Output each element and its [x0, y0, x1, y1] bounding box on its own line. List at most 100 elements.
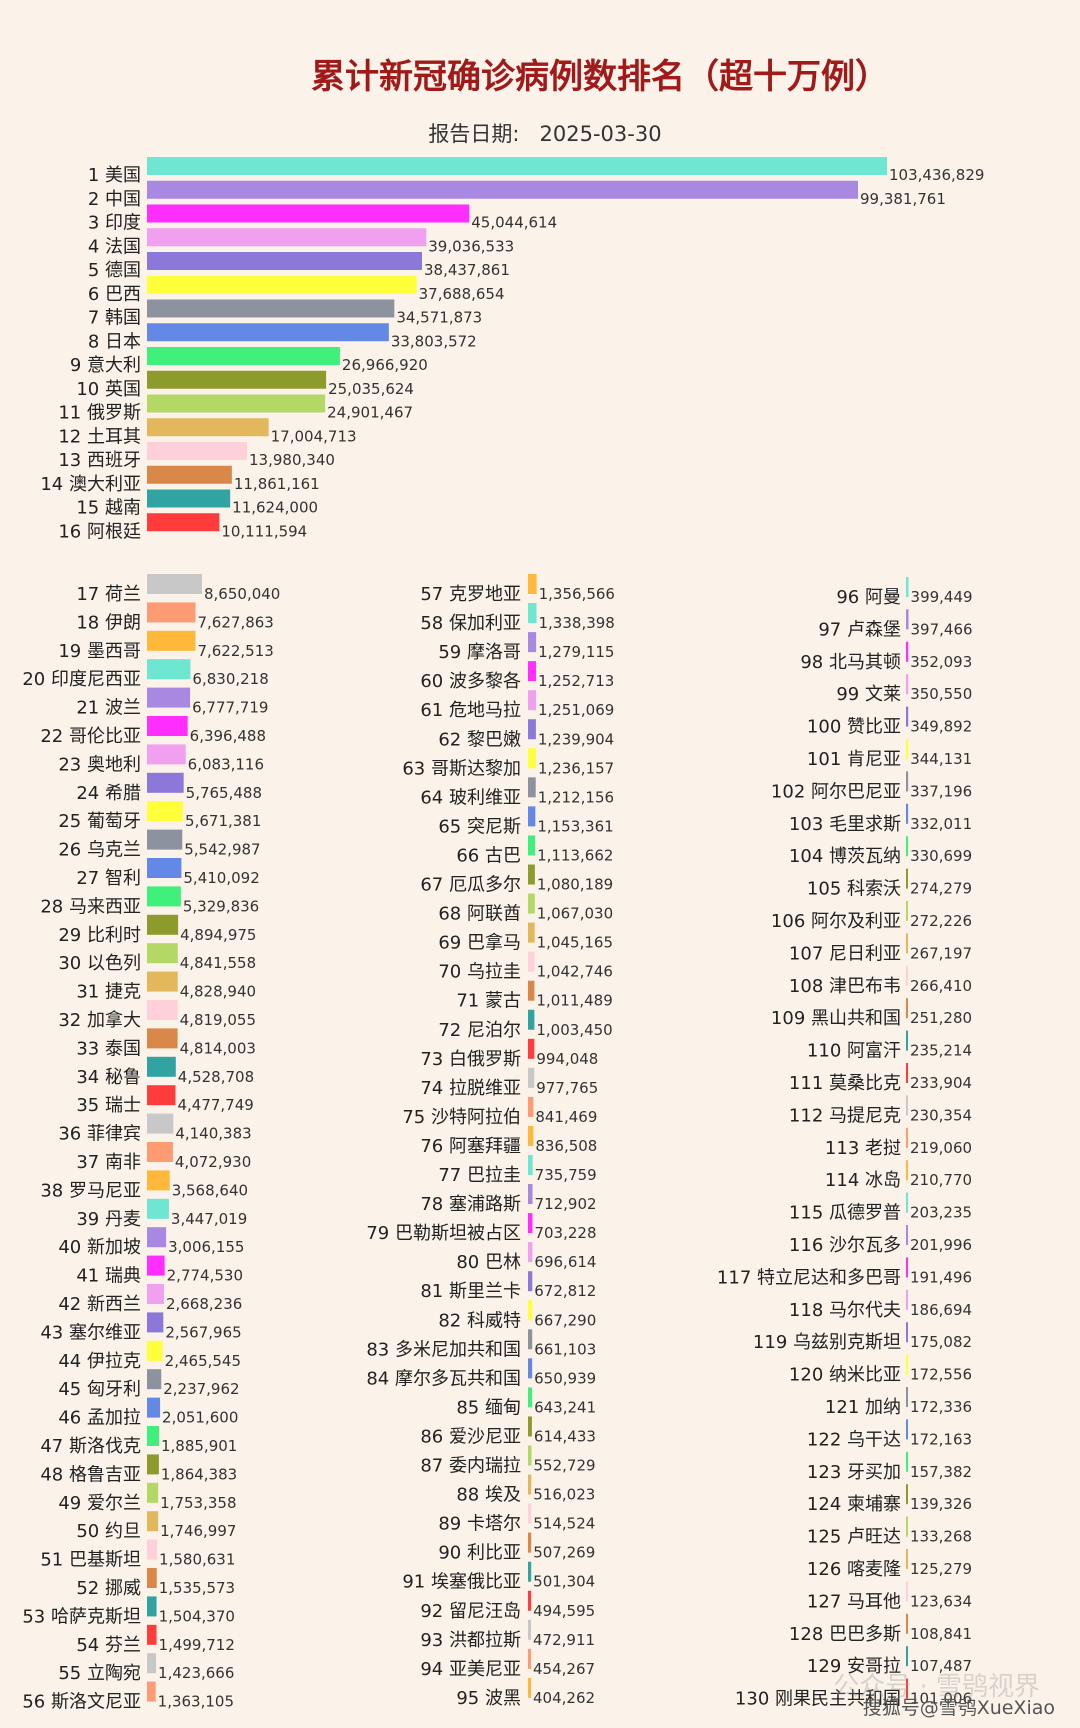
- value-label-59: 1,279,115: [538, 643, 614, 661]
- value-label-82: 667,290: [534, 1311, 596, 1329]
- bar-rank-88: [528, 1474, 532, 1495]
- bar-rank-71: [528, 980, 535, 1001]
- bar-rank-93: [528, 1619, 532, 1640]
- row-label-110: 110 阿富汗: [807, 1041, 901, 1062]
- row-label-21: 21 波兰: [76, 698, 141, 719]
- value-label-29: 4,894,975: [180, 926, 256, 944]
- bar-rank-54: [147, 1624, 157, 1645]
- value-label-107: 267,197: [910, 944, 972, 962]
- bar-rank-2: [147, 180, 858, 199]
- bars-group: 1 美国 103,436,829 2 中国 99,381,761 3 印度 45,044,…: [22, 157, 984, 1713]
- value-label-87: 552,729: [534, 1457, 596, 1475]
- value-label-122: 172,163: [910, 1430, 972, 1448]
- bar-rank-97: [906, 609, 909, 630]
- value-label-62: 1,239,904: [538, 730, 614, 748]
- row-label-87: 87 委内瑞拉: [420, 1456, 521, 1477]
- row-label-11: 11 俄罗斯: [58, 403, 141, 424]
- value-label-58: 1,338,398: [539, 614, 615, 632]
- value-label-56: 1,363,105: [158, 1693, 234, 1711]
- row-label-68: 68 阿联酋: [438, 904, 521, 925]
- bar-rank-94: [528, 1648, 531, 1669]
- value-label-13: 13,980,340: [249, 451, 335, 469]
- value-label-61: 1,251,069: [538, 701, 614, 719]
- bar-rank-110: [906, 1030, 908, 1051]
- row-label-108: 108 津巴布韦: [789, 976, 901, 997]
- bar-rank-68: [528, 893, 535, 914]
- bar-rank-12: [147, 418, 269, 437]
- bar-rank-65: [528, 806, 536, 827]
- row-label-129: 129 安哥拉: [807, 1656, 901, 1677]
- value-label-26: 5,542,987: [184, 841, 260, 859]
- value-label-34: 4,528,708: [178, 1068, 254, 1086]
- row-label-38: 38 罗马尼亚: [40, 1180, 141, 1201]
- bar-rank-23: [147, 744, 186, 765]
- value-label-99: 350,550: [910, 685, 972, 703]
- bar-rank-17: [147, 574, 202, 594]
- row-label-120: 120 纳米比亚: [789, 1365, 901, 1386]
- row-label-109: 109 黑山共和国: [771, 1008, 901, 1029]
- bar-rank-112: [906, 1095, 908, 1116]
- row-label-53: 53 哈萨克斯坦: [22, 1606, 141, 1627]
- row-label-28: 28 马来西亚: [40, 896, 141, 917]
- value-label-105: 274,279: [910, 880, 972, 898]
- bar-rank-16: [147, 513, 220, 532]
- value-label-97: 397,466: [911, 620, 973, 638]
- row-label-57: 57 克罗地亚: [420, 584, 521, 605]
- bar-rank-89: [528, 1503, 532, 1524]
- bar-rank-83: [528, 1329, 533, 1350]
- value-label-66: 1,113,662: [537, 846, 613, 864]
- bar-rank-6: [147, 275, 417, 294]
- value-label-69: 1,045,165: [537, 934, 613, 952]
- value-label-80: 696,614: [534, 1253, 596, 1271]
- bar-rank-101: [906, 739, 909, 759]
- value-label-88: 516,023: [533, 1486, 595, 1504]
- row-label-17: 17 荷兰: [76, 584, 141, 605]
- value-label-50: 1,746,997: [160, 1522, 236, 1540]
- bar-rank-29: [147, 914, 179, 935]
- bar-rank-51: [147, 1539, 158, 1560]
- bar-rank-41: [147, 1255, 165, 1276]
- row-label-4: 4 法国: [88, 236, 141, 257]
- value-label-72: 1,003,450: [536, 1021, 612, 1039]
- row-label-121: 121 加纳: [825, 1397, 901, 1418]
- row-label-39: 39 丹麦: [76, 1209, 141, 1230]
- bar-rank-74: [528, 1067, 535, 1088]
- row-label-97: 97 卢森堡: [818, 619, 901, 640]
- row-label-113: 113 老挝: [825, 1138, 901, 1159]
- value-label-9: 26,966,920: [342, 356, 428, 374]
- row-label-42: 42 新西兰: [58, 1294, 141, 1315]
- bar-rank-128: [906, 1613, 908, 1634]
- row-label-75: 75 沙特阿拉伯: [402, 1107, 521, 1128]
- row-label-76: 76 阿塞拜疆: [420, 1136, 521, 1157]
- bar-rank-52: [147, 1568, 157, 1588]
- bar-rank-7: [147, 299, 395, 318]
- row-label-64: 64 玻利维亚: [420, 787, 521, 808]
- bar-rank-57: [528, 574, 537, 594]
- row-label-59: 59 摩洛哥: [438, 642, 521, 663]
- bar-rank-33: [147, 1028, 178, 1049]
- row-label-88: 88 埃及: [456, 1485, 521, 1506]
- bar-rank-127: [906, 1581, 908, 1602]
- bar-rank-30: [147, 943, 178, 964]
- bar-rank-35: [147, 1085, 176, 1106]
- value-label-75: 841,469: [535, 1108, 597, 1126]
- value-label-96: 399,449: [911, 588, 973, 606]
- row-label-124: 124 柬埔寨: [807, 1494, 901, 1515]
- row-label-52: 52 挪威: [76, 1578, 141, 1599]
- row-label-96: 96 阿曼: [836, 587, 901, 608]
- value-label-114: 210,770: [910, 1171, 972, 1189]
- bar-rank-92: [528, 1590, 532, 1611]
- value-label-71: 1,011,489: [536, 992, 612, 1010]
- bar-rank-59: [528, 632, 537, 653]
- row-label-130: 130 刚果民主共和国: [735, 1689, 901, 1710]
- bar-rank-87: [528, 1445, 532, 1466]
- bar-rank-121: [906, 1387, 908, 1407]
- bar-rank-37: [147, 1142, 173, 1162]
- row-label-34: 34 秘鲁: [76, 1067, 141, 1088]
- row-label-63: 63 哥斯达黎加: [402, 758, 521, 779]
- row-label-100: 100 赞比亚: [807, 717, 901, 738]
- value-label-1: 103,436,829: [889, 166, 984, 184]
- bar-rank-31: [147, 971, 178, 992]
- row-label-20: 20 印度尼西亚: [22, 669, 141, 690]
- value-label-60: 1,252,713: [538, 672, 614, 690]
